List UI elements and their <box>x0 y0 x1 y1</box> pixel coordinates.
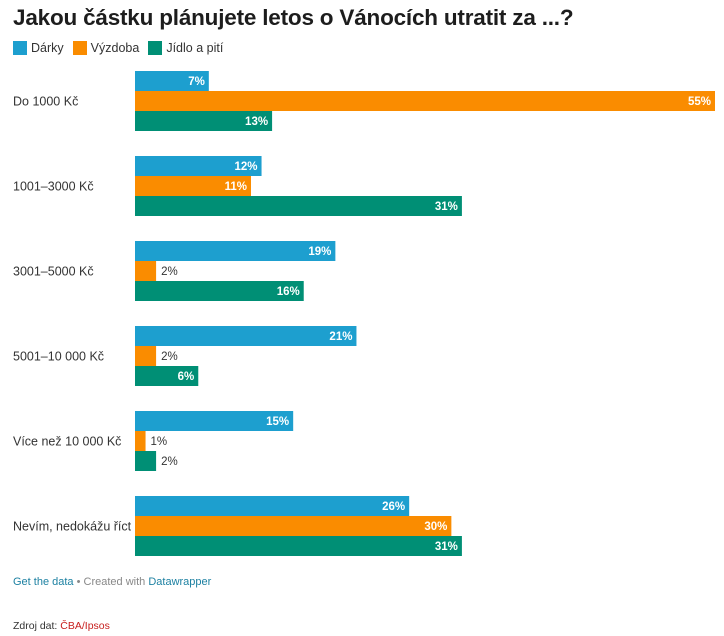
bar-jidlo-a-piti-3001-5000-kc <box>135 281 304 301</box>
value-label-darky-vice-nez-10-000-kc: 15% <box>266 416 289 428</box>
bar-darky-3001-5000-kc <box>135 241 336 261</box>
value-label-jidlo-a-piti-vice-nez-10-000-kc: 2% <box>161 456 178 468</box>
bar-jidlo-a-piti-5001-10-000-kc <box>135 366 199 386</box>
bar-vyzdoba-5001-10-000-kc <box>135 346 157 366</box>
bar-darky-1001-3000-kc <box>135 156 262 176</box>
source-note: Zdroj dat: ČBA/Ipsos <box>13 620 110 632</box>
legend-label-jidlo: Jídlo a pití <box>166 41 224 55</box>
legend-item-darky: Dárky <box>13 41 64 55</box>
category-label-vice-nez-10-000-kc: Více než 10 000 Kč <box>13 435 121 449</box>
legend-label-vyzdoba: Výzdoba <box>90 41 140 55</box>
footer: Get the data • Created with Datawrapper <box>13 576 211 588</box>
category-label-3001-5000-kc: 3001–5000 Kč <box>13 265 94 279</box>
bar-jidlo-a-piti-do-1000-kc <box>135 111 273 131</box>
get-the-data-link[interactable]: Get the data <box>13 576 74 588</box>
value-label-vyzdoba-3001-5000-kc: 2% <box>161 266 178 278</box>
value-label-vyzdoba-5001-10-000-kc: 2% <box>161 351 178 363</box>
bar-vyzdoba-vice-nez-10-000-kc <box>135 431 146 451</box>
legend-swatch-vyzdoba <box>72 41 87 55</box>
value-label-vyzdoba-1001-3000-kc: 11% <box>225 181 247 193</box>
bar-darky-do-1000-kc <box>135 71 209 91</box>
category-label-do-1000-kc: Do 1000 Kč <box>13 95 78 109</box>
datawrapper-link[interactable]: Datawrapper <box>148 576 212 588</box>
bar-vyzdoba-3001-5000-kc <box>135 261 157 281</box>
value-label-vyzdoba-do-1000-kc: 55% <box>688 96 711 108</box>
bar-chart: Do 1000 Kč 7% 55% 13% 1001–3000 Kč 12% 11% 31% 3… <box>13 71 715 556</box>
bar-jidlo-a-piti-1001-3000-kc <box>135 196 462 216</box>
value-label-darky-1001-3000-kc: 12% <box>235 161 258 173</box>
bar-vyzdoba-nevim-nedokazu-rict <box>135 516 452 536</box>
value-label-darky-nevim-nedokazu-rict: 26% <box>382 501 405 513</box>
bar-darky-nevim-nedokazu-rict <box>135 496 410 516</box>
category-label-5001-10-000-kc: 5001–10 000 Kč <box>13 350 104 364</box>
bar-jidlo-a-piti-nevim-nedokazu-rict <box>135 536 462 556</box>
legend-swatch-darky <box>13 41 27 55</box>
legend-item-vyzdoba: Výzdoba <box>72 41 140 55</box>
value-label-vyzdoba-vice-nez-10-000-kc: 1% <box>151 436 168 448</box>
footer-separator: • Created with <box>73 576 149 588</box>
legend-item-jidlo: Jídlo a pití <box>148 41 223 55</box>
value-label-darky-do-1000-kc: 7% <box>188 76 205 88</box>
legend-swatch-jidlo <box>148 41 163 55</box>
bar-vyzdoba-do-1000-kc <box>135 91 715 111</box>
value-label-darky-3001-5000-kc: 19% <box>308 246 331 258</box>
value-label-vyzdoba-nevim-nedokazu-rict: 30% <box>424 521 447 533</box>
bar-jidlo-a-piti-vice-nez-10-000-kc <box>135 451 157 471</box>
category-label-nevim-nedokazu-rict: Nevím, nedokážu říct <box>13 520 132 534</box>
bar-darky-5001-10-000-kc <box>135 326 357 346</box>
bar-darky-vice-nez-10-000-kc <box>135 411 294 431</box>
value-label-jidlo-a-piti-nevim-nedokazu-rict: 31% <box>435 541 458 553</box>
legend: Dárky Výzdoba Jídlo a pití <box>13 41 232 55</box>
value-label-jidlo-a-piti-do-1000-kc: 13% <box>245 116 268 128</box>
value-label-jidlo-a-piti-3001-5000-kc: 16% <box>277 286 300 298</box>
category-label-1001-3000-kc: 1001–3000 Kč <box>13 180 94 194</box>
value-label-darky-5001-10-000-kc: 21% <box>329 331 352 343</box>
legend-label-darky: Dárky <box>31 41 64 55</box>
value-label-jidlo-a-piti-1001-3000-kc: 31% <box>435 201 458 213</box>
source-name: ČBA/Ipsos <box>60 620 110 632</box>
value-label-jidlo-a-piti-5001-10-000-kc: 6% <box>178 371 195 383</box>
bar-vyzdoba-1001-3000-kc <box>135 176 251 196</box>
source-label: Zdroj dat: <box>13 620 61 632</box>
chart-title: Jakou částku plánujete letos o Vánocích … <box>13 5 574 30</box>
